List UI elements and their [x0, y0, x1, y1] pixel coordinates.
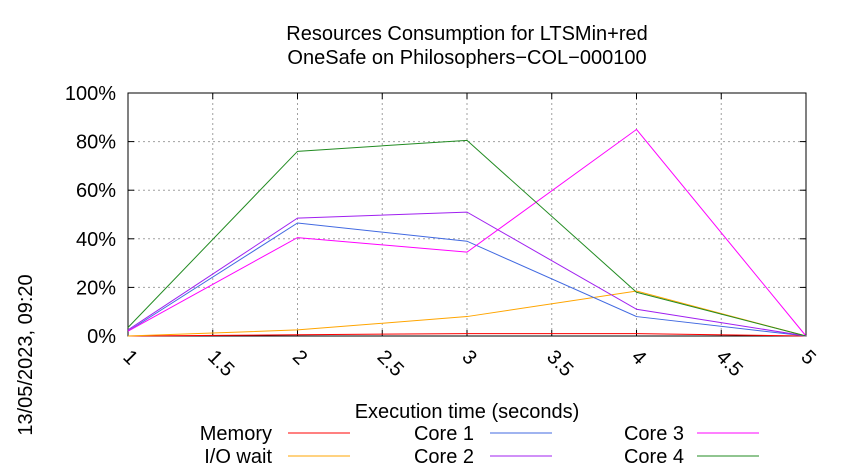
x-axis: 1 1.5 2 2.5 3 3.5 4 4.5 5 — [118, 93, 820, 381]
y-tick-label: 20% — [76, 277, 116, 299]
legend-label: Core 3 — [624, 423, 684, 445]
legend-label: Core 4 — [624, 446, 684, 468]
legend-label: Core 2 — [414, 446, 474, 468]
x-tick-label: 1 — [118, 346, 141, 369]
legend-item: Memory — [200, 423, 350, 445]
x-tick-label: 5 — [796, 346, 819, 369]
series-line-core-2 — [127, 211, 807, 337]
y-axis: 0% 20% 40% 60% 80% 100% — [65, 83, 806, 348]
legend-item: Core 3 — [624, 423, 759, 445]
y-tick-label: 40% — [76, 229, 116, 251]
series-lines — [127, 128, 807, 337]
legend-item: I/O wait — [204, 446, 350, 468]
x-tick-label: 4.5 — [712, 346, 747, 381]
legend-label: Core 1 — [414, 423, 474, 445]
y-tick-label: 0% — [87, 326, 116, 348]
timestamp: 13/05/2023, 09:20 — [15, 274, 37, 435]
series-line-core-1 — [127, 222, 807, 337]
legend-item: Core 2 — [414, 446, 552, 468]
grid — [128, 93, 806, 336]
series-line-core-4 — [127, 139, 807, 337]
legend-label: I/O wait — [204, 446, 272, 468]
x-axis-label: Execution time (seconds) — [355, 401, 580, 423]
x-tick-label: 3 — [457, 346, 480, 369]
y-tick-label: 80% — [76, 132, 116, 154]
y-tick-label: 100% — [65, 83, 116, 105]
plot-frame — [127, 92, 807, 337]
series-line-core-3 — [127, 128, 807, 337]
series-line-i-o-wait — [127, 290, 807, 337]
x-tick-label: 2.5 — [373, 346, 408, 381]
series-line-memory — [127, 333, 807, 337]
legend-item: Core 4 — [624, 446, 759, 468]
y-tick-label: 60% — [76, 180, 116, 202]
x-tick-label: 3.5 — [542, 346, 577, 381]
x-tick-label: 4 — [627, 346, 650, 369]
chart-title-line-2: OneSafe on Philosophers−COL−000100 — [287, 47, 646, 69]
x-tick-label: 2 — [288, 346, 311, 369]
legend-label: Memory — [200, 423, 272, 445]
x-tick-label: 1.5 — [203, 346, 238, 381]
legend-item: Core 1 — [414, 423, 552, 445]
chart-title-line-1: Resources Consumption for LTSMin+red — [286, 23, 647, 45]
